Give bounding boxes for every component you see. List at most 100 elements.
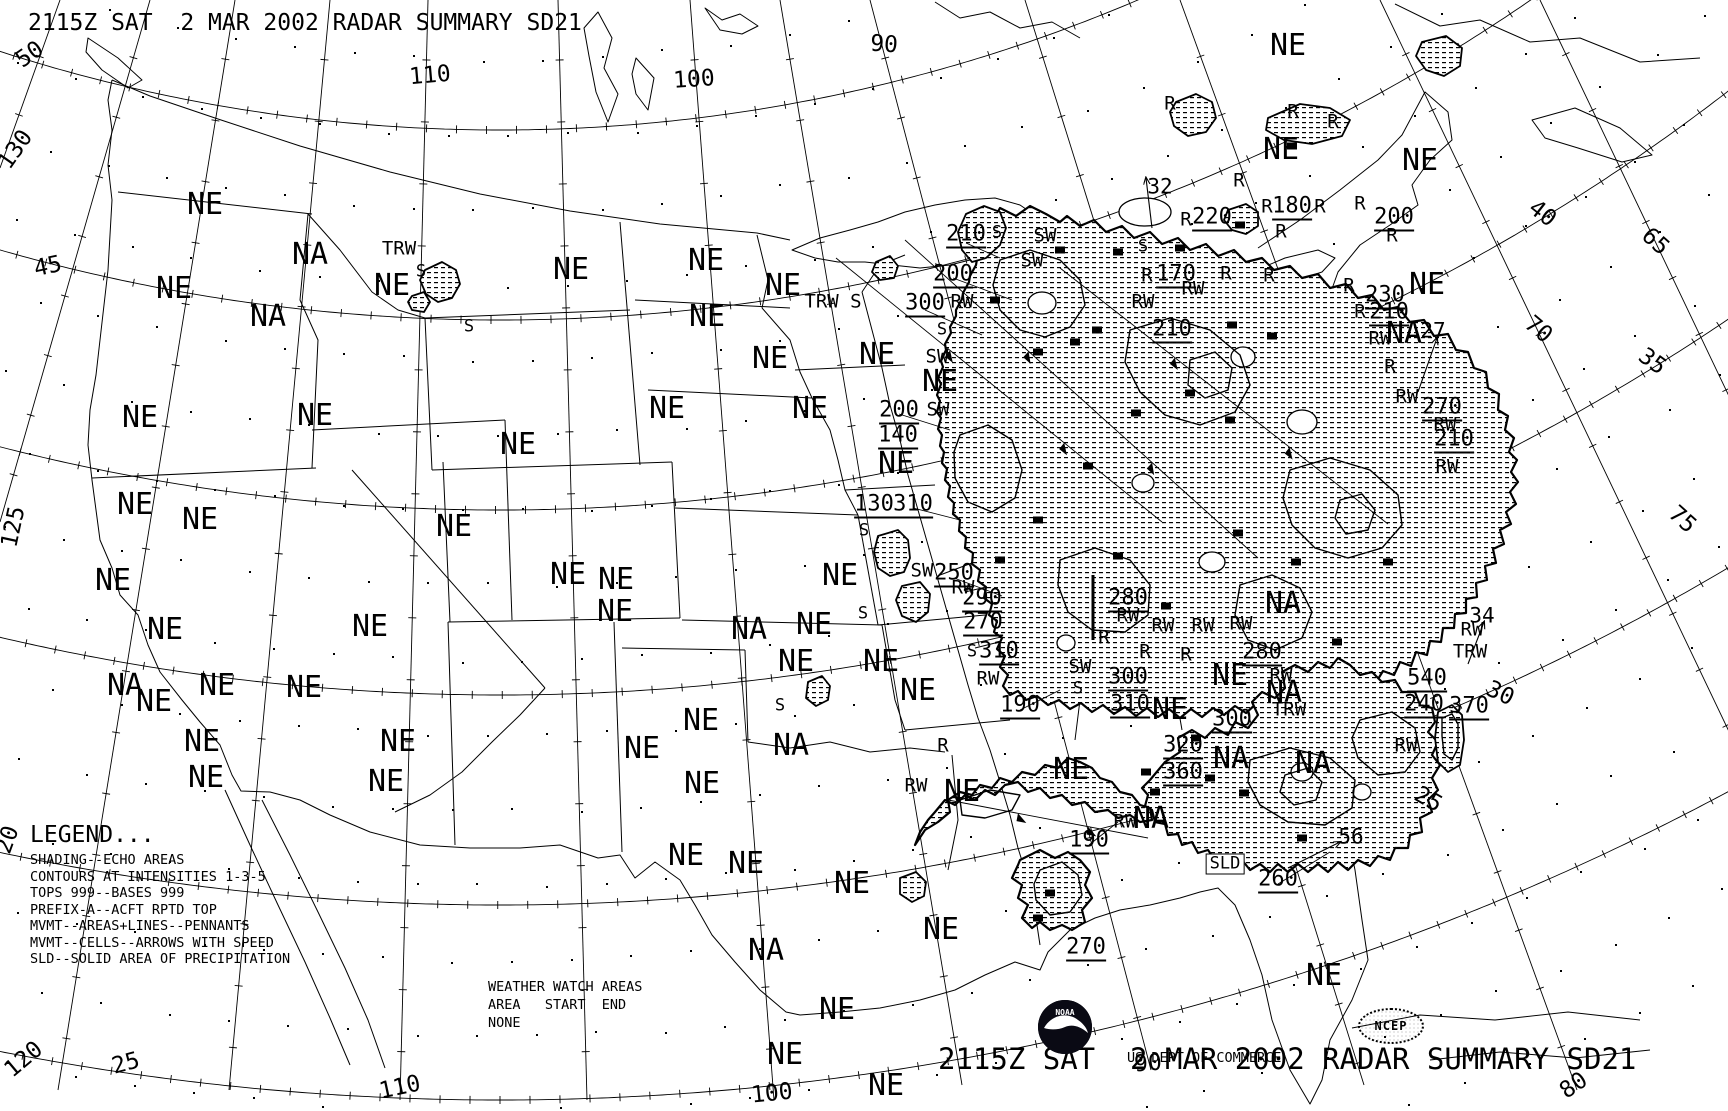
station-label: NA	[1294, 746, 1332, 781]
station-label: 250	[934, 560, 974, 588]
station-label: RW	[950, 290, 974, 313]
station-label: NE	[121, 400, 159, 435]
station-label: RW	[951, 576, 975, 599]
station-label: R	[1139, 640, 1151, 663]
station-label: NE	[777, 644, 815, 679]
station-label: S	[966, 641, 978, 662]
station-label: 170	[1156, 261, 1196, 289]
station-label: R	[1287, 100, 1299, 123]
station-label: RW	[1191, 614, 1215, 637]
station-label: NE	[867, 1068, 905, 1103]
station-label: NE	[862, 644, 900, 679]
station-label: 210	[1152, 316, 1192, 344]
station-label: NE	[877, 446, 915, 481]
station-label: NE	[1262, 132, 1300, 167]
sld-marker: SLD	[1205, 853, 1245, 875]
watch-box-line: AREA START END	[488, 997, 627, 1013]
station-label: RW	[1395, 385, 1419, 408]
station-label: NE	[597, 562, 635, 597]
station-label: S	[415, 261, 427, 282]
movement-symbols	[835, 142, 1484, 922]
station-label: NE	[1052, 752, 1090, 787]
station-label: S	[1137, 236, 1149, 257]
station-label: RW	[1394, 734, 1418, 757]
station-label: NA	[249, 299, 287, 334]
station-label: NE	[921, 364, 959, 399]
station-label: 230	[1365, 282, 1405, 310]
station-label: 200	[1374, 204, 1414, 232]
station-label: NE	[186, 187, 224, 222]
legend-line: SLD--SOLID AREA OF PRECIPITATION	[30, 951, 291, 967]
station-label: NA	[1385, 316, 1423, 351]
station-label: S	[936, 319, 948, 340]
station-label: NE	[821, 558, 859, 593]
station-label: NA	[1212, 741, 1250, 776]
station-label: RW	[1113, 810, 1137, 833]
station-label: RW	[1368, 327, 1392, 350]
station-label: NE	[367, 764, 405, 799]
station-label: 240	[1404, 691, 1444, 719]
station-label: R	[1141, 264, 1153, 287]
legend-line: MVMT--CELLS--ARROWS WITH SPEED	[30, 934, 274, 951]
station-label: 360	[1163, 759, 1203, 787]
station-label: NE	[688, 299, 726, 334]
station-label: 210	[1369, 299, 1409, 327]
legend: LEGEND... SHADING--ECHO AREAS CONTOURS AT…	[30, 822, 290, 968]
station-label: 27	[1420, 318, 1446, 343]
station-label: RW	[1181, 277, 1205, 300]
station-label: 280	[1242, 639, 1282, 667]
station-label: NE	[858, 337, 896, 372]
watch-box-line: WEATHER WATCH AREAS	[488, 979, 643, 995]
station-label: 220	[1192, 204, 1232, 232]
station-label: S	[774, 695, 786, 716]
station-label: 210	[1434, 426, 1474, 454]
station-label: NA	[772, 728, 810, 763]
station-label: R	[1180, 208, 1192, 231]
station-label: NE	[187, 760, 225, 795]
station-label: NE	[1151, 692, 1189, 727]
station-label: R	[1343, 274, 1355, 297]
chart-title-top: 2115Z SAT 2 MAR 2002 RADAR SUMMARY SD21	[28, 10, 582, 36]
legend-line: PREFIX-A--ACFT RPTD TOP	[30, 901, 217, 918]
station-label: R	[1275, 220, 1287, 243]
station-label: NE	[1269, 28, 1307, 63]
station-label: S	[991, 222, 1003, 243]
station-label: SW	[1068, 655, 1092, 678]
station-label: RW	[1116, 604, 1140, 627]
station-label: 280	[1108, 585, 1148, 613]
watch-box-line: NONE	[488, 1015, 521, 1031]
station-label: NE	[683, 766, 721, 801]
station-label: R	[1386, 224, 1398, 247]
station-label: NE	[198, 668, 236, 703]
station-label: NE	[351, 609, 389, 644]
station-label: R	[1180, 643, 1192, 666]
station-label: 310	[893, 491, 933, 519]
station-label: 180	[1272, 193, 1312, 221]
chart-title-bottom: 2115Z SAT 2 MAR 2002 RADAR SUMMARY SD21	[938, 1042, 1637, 1076]
graticule-label: 100	[672, 65, 716, 94]
station-label: 140	[878, 422, 918, 450]
station-label: RW	[1131, 290, 1155, 313]
station-label: 300	[1212, 706, 1252, 734]
station-label: NE	[435, 509, 473, 544]
svg-text:NOAA: NOAA	[1055, 1008, 1074, 1017]
station-label: NA	[1265, 675, 1303, 710]
station-label: NE	[667, 838, 705, 873]
station-label: TRW	[381, 237, 417, 260]
legend-line: CONTOURS AT INTENSITIES 1-3-5	[30, 868, 266, 885]
station-label: NE	[135, 684, 173, 719]
station-label: NE	[549, 557, 587, 592]
station-label: RW	[1460, 618, 1484, 641]
station-label: R	[1354, 300, 1366, 323]
station-label: 200	[933, 261, 973, 289]
station-label: NE	[791, 391, 829, 426]
station-label: NE	[116, 487, 154, 522]
station-label: SW	[925, 345, 949, 368]
station-label: R	[1314, 195, 1326, 218]
station-label: R	[1233, 169, 1245, 192]
station-label: NE	[373, 268, 411, 303]
station-label: NA	[1264, 586, 1302, 621]
station-label: TRW	[1271, 698, 1307, 721]
legend-lines: SHADING--ECHO AREAS CONTOURS AT INTENSITI…	[30, 852, 290, 968]
station-label: NE	[552, 252, 590, 287]
